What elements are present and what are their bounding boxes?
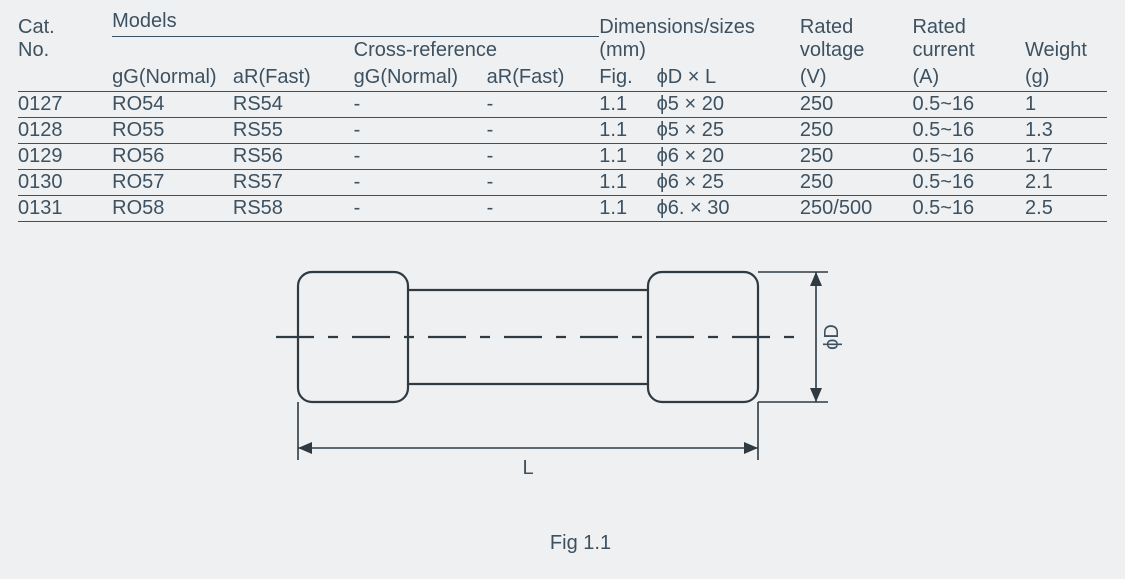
hdr-dims-line1: Dimensions/sizes [599,16,755,38]
dim-d-arrow-bot [810,388,822,402]
hdr-w-line1: Weight [1025,39,1087,61]
hdr-rated-voltage: Rated voltage [800,8,913,64]
cell-crar: - [487,144,600,170]
hdr-blank-gg [112,37,233,65]
cell-dl: ϕ5 × 25 [657,118,800,144]
cell-cat: 0128 [18,118,112,144]
cell-w: 1.3 [1025,118,1107,144]
cell-w: 1.7 [1025,144,1107,170]
cell-a: 0.5~16 [912,196,1025,222]
hdr-weight: Weight [1025,8,1107,64]
fuse-diagram: L ϕD [258,242,878,522]
hdr-cat-blank [18,64,112,92]
cell-v: 250 [800,144,913,170]
cell-crgg: - [354,196,487,222]
header-row-1: Cat. No. Models Dimensions/sizes (mm) Ra… [18,8,1107,37]
hdr-ar-fast: aR(Fast) [233,64,354,92]
table-body: 0127RO54RS54--1.1ϕ5 × 202500.5~1610128RO… [18,92,1107,222]
cell-ar: RS56 [233,144,354,170]
cell-gg: RO56 [112,144,233,170]
header-row-3: gG(Normal) aR(Fast) gG(Normal) aR(Fast) … [18,64,1107,92]
cell-dl: ϕ6 × 20 [657,144,800,170]
cell-ar: RS54 [233,92,354,118]
cell-gg: RO58 [112,196,233,222]
cell-crgg: - [354,170,487,196]
hdr-rv-line1: Rated [800,16,853,38]
hdr-ra-line2: current [912,39,974,61]
hdr-blank-ar [233,37,354,65]
table-row: 0131RO58RS58--1.1ϕ6. × 30250/5000.5~162.… [18,196,1107,222]
cell-gg: RO55 [112,118,233,144]
hdr-cross-reference: Cross-reference [354,37,600,65]
cell-a: 0.5~16 [912,92,1025,118]
cell-dl: ϕ6. × 30 [657,196,800,222]
hdr-v-unit: (V) [800,64,913,92]
hdr-rv-line2: voltage [800,39,865,61]
cell-crgg: - [354,118,487,144]
cell-a: 0.5~16 [912,170,1025,196]
cell-w: 2.5 [1025,196,1107,222]
dim-l-arrow-left [298,442,312,454]
figure-caption: Fig 1.1 [18,532,1125,555]
hdr-cr-gg-normal: gG(Normal) [354,64,487,92]
dim-d-arrow-top [810,272,822,286]
cell-ar: RS55 [233,118,354,144]
cell-ar: RS57 [233,170,354,196]
cell-crar: - [487,196,600,222]
cell-cat: 0127 [18,92,112,118]
hdr-gg-normal: gG(Normal) [112,64,233,92]
table-row: 0127RO54RS54--1.1ϕ5 × 202500.5~161 [18,92,1107,118]
hdr-w-unit: (g) [1025,64,1107,92]
hdr-models: Models [112,8,599,37]
fuse-table: Cat. No. Models Dimensions/sizes (mm) Ra… [18,8,1107,222]
hdr-rated-current: Rated current [912,8,1025,64]
hdr-dxl: ϕD × L [657,64,800,92]
cell-dl: ϕ5 × 20 [657,92,800,118]
cell-v: 250 [800,118,913,144]
cell-crgg: - [354,92,487,118]
cell-w: 1 [1025,92,1107,118]
figure-area: L ϕD Fig 1.1 [18,242,1125,572]
cell-fig: 1.1 [599,92,656,118]
hdr-dimensions: Dimensions/sizes (mm) [599,8,800,64]
cell-fig: 1.1 [599,196,656,222]
cell-w: 2.1 [1025,170,1107,196]
fuse-spec-sheet: Cat. No. Models Dimensions/sizes (mm) Ra… [0,0,1125,572]
cell-gg: RO57 [112,170,233,196]
cell-cat: 0130 [18,170,112,196]
cell-gg: RO54 [112,92,233,118]
cell-crar: - [487,92,600,118]
table-row: 0128RO55RS55--1.1ϕ5 × 252500.5~161.3 [18,118,1107,144]
cell-ar: RS58 [233,196,354,222]
cell-dl: ϕ6 × 25 [657,170,800,196]
table-row: 0129RO56RS56--1.1ϕ6 × 202500.5~161.7 [18,144,1107,170]
dim-d-label: ϕD [821,324,843,350]
hdr-cr-ar-fast: aR(Fast) [487,64,600,92]
cell-cat: 0131 [18,196,112,222]
cell-a: 0.5~16 [912,144,1025,170]
cell-cat: 0129 [18,144,112,170]
cell-v: 250 [800,170,913,196]
hdr-fig: Fig. [599,64,656,92]
hdr-cat-line1: Cat. [18,16,55,38]
hdr-a-unit: (A) [912,64,1025,92]
cell-crar: - [487,170,600,196]
cell-crar: - [487,118,600,144]
hdr-cat-no: Cat. No. [18,8,112,64]
dim-l-label: L [522,457,533,479]
cell-crgg: - [354,144,487,170]
hdr-cat-line2: No. [18,39,49,61]
hdr-dims-line2: (mm) [599,39,646,61]
cell-v: 250 [800,92,913,118]
table-row: 0130RO57RS57--1.1ϕ6 × 252500.5~162.1 [18,170,1107,196]
cell-fig: 1.1 [599,118,656,144]
cell-v: 250/500 [800,196,913,222]
dim-l-arrow-right [744,442,758,454]
cell-fig: 1.1 [599,144,656,170]
cell-fig: 1.1 [599,170,656,196]
cell-a: 0.5~16 [912,118,1025,144]
hdr-ra-line1: Rated [912,16,965,38]
